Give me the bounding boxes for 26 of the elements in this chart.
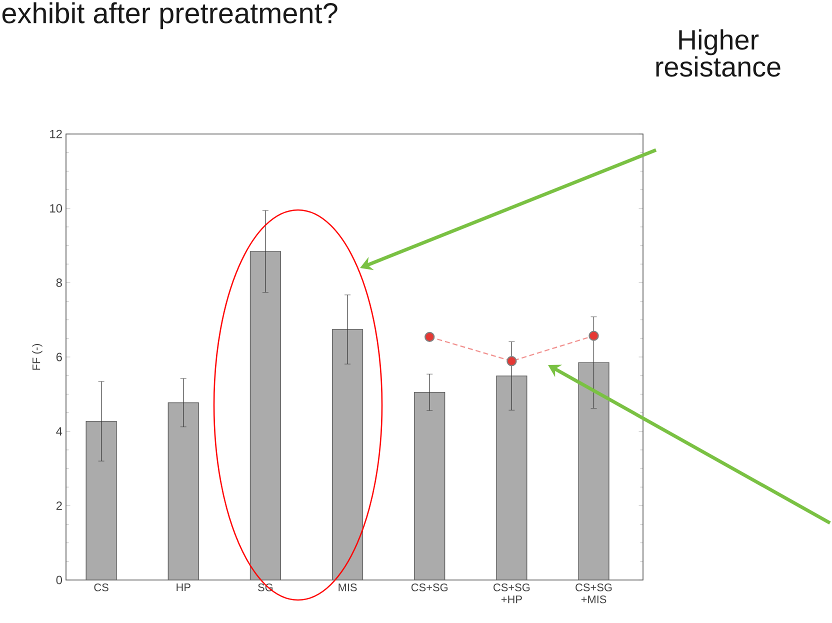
text: Higher resistance: [656, 29, 780, 77]
y-tick-label: 2: [56, 501, 62, 510]
bar: [578, 362, 610, 580]
bar: [86, 420, 117, 580]
chart-title: exhibit after pretreatment?: [2, 2, 338, 30]
bar: [168, 402, 199, 580]
bar: [414, 392, 446, 580]
point: [506, 356, 517, 366]
y-tick-label: 0: [56, 576, 62, 584]
x-tick-label: HP: [176, 584, 190, 592]
x-tick-label: CS+SG +MIS: [576, 584, 612, 604]
x-tick-label: CS: [94, 584, 108, 592]
y-tick-label: 6: [56, 352, 62, 362]
bar: [332, 329, 364, 580]
bar: [496, 376, 528, 580]
x-tick-label: CS+SG: [411, 584, 448, 592]
x-tick-label: MIS: [338, 584, 357, 592]
y-tick-label: 12: [50, 130, 62, 138]
y-tick-label: 10: [50, 204, 62, 213]
point: [424, 332, 435, 342]
point: [588, 330, 599, 341]
bar: [250, 251, 281, 580]
x-tick-label: CS+SG +HP: [494, 584, 530, 604]
y-tick-label: 8: [56, 278, 62, 287]
y-axis-title: FF (-): [32, 344, 42, 370]
y-tick-label: 4: [56, 427, 62, 436]
